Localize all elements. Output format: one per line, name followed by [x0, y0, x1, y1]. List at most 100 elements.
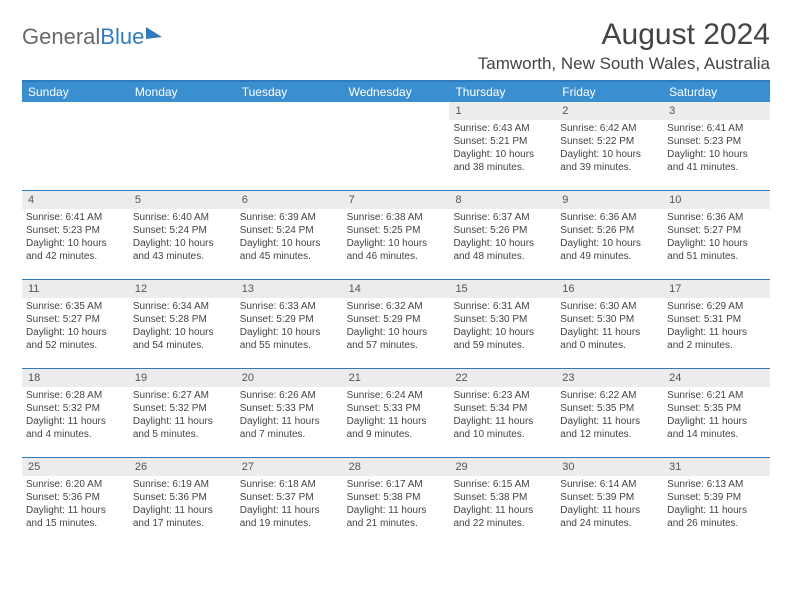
- logo: GeneralBlue: [22, 18, 162, 50]
- dow-monday: Monday: [129, 82, 236, 102]
- day-info: Sunrise: 6:39 AMSunset: 5:24 PMDaylight:…: [236, 211, 343, 267]
- week-row: 18Sunrise: 6:28 AMSunset: 5:32 PMDayligh…: [22, 368, 770, 457]
- info-daylight1: Daylight: 10 hours: [453, 237, 552, 250]
- day-info: Sunrise: 6:21 AMSunset: 5:35 PMDaylight:…: [663, 389, 770, 445]
- day-info: Sunrise: 6:43 AMSunset: 5:21 PMDaylight:…: [449, 122, 556, 178]
- info-sunset: Sunset: 5:24 PM: [240, 224, 339, 237]
- day-info: Sunrise: 6:42 AMSunset: 5:22 PMDaylight:…: [556, 122, 663, 178]
- day-info: Sunrise: 6:27 AMSunset: 5:32 PMDaylight:…: [129, 389, 236, 445]
- day-cell: 16Sunrise: 6:30 AMSunset: 5:30 PMDayligh…: [556, 280, 663, 368]
- day-info: Sunrise: 6:36 AMSunset: 5:27 PMDaylight:…: [663, 211, 770, 267]
- day-info: Sunrise: 6:37 AMSunset: 5:26 PMDaylight:…: [449, 211, 556, 267]
- day-info: Sunrise: 6:35 AMSunset: 5:27 PMDaylight:…: [22, 300, 129, 356]
- dow-saturday: Saturday: [663, 82, 770, 102]
- day-cell: 28Sunrise: 6:17 AMSunset: 5:38 PMDayligh…: [343, 458, 450, 546]
- info-sunrise: Sunrise: 6:43 AM: [453, 122, 552, 135]
- info-sunrise: Sunrise: 6:38 AM: [347, 211, 446, 224]
- info-daylight1: Daylight: 11 hours: [667, 504, 766, 517]
- day-number: 12: [129, 280, 236, 298]
- info-sunset: Sunset: 5:39 PM: [667, 491, 766, 504]
- info-daylight1: Daylight: 11 hours: [560, 326, 659, 339]
- day-cell: 23Sunrise: 6:22 AMSunset: 5:35 PMDayligh…: [556, 369, 663, 457]
- info-daylight2: and 10 minutes.: [453, 428, 552, 441]
- day-cell: 20Sunrise: 6:26 AMSunset: 5:33 PMDayligh…: [236, 369, 343, 457]
- info-daylight2: and 12 minutes.: [560, 428, 659, 441]
- info-sunrise: Sunrise: 6:33 AM: [240, 300, 339, 313]
- info-daylight2: and 21 minutes.: [347, 517, 446, 530]
- day-info: Sunrise: 6:30 AMSunset: 5:30 PMDaylight:…: [556, 300, 663, 356]
- day-info: Sunrise: 6:15 AMSunset: 5:38 PMDaylight:…: [449, 478, 556, 534]
- day-cell: 0: [22, 102, 129, 190]
- day-cell: 14Sunrise: 6:32 AMSunset: 5:29 PMDayligh…: [343, 280, 450, 368]
- day-cell: 21 Sunrise: 6:24 AMSunset: 5:33 PMDayligh…: [343, 369, 450, 457]
- day-info: Sunrise: 6:23 AMSunset: 5:34 PMDaylight:…: [449, 389, 556, 445]
- info-sunset: Sunset: 5:39 PM: [560, 491, 659, 504]
- info-sunrise: Sunrise: 6:36 AM: [667, 211, 766, 224]
- info-sunset: Sunset: 5:21 PM: [453, 135, 552, 148]
- info-daylight2: and 17 minutes.: [133, 517, 232, 530]
- info-daylight2: and 45 minutes.: [240, 250, 339, 263]
- day-info: Sunrise: 6:28 AMSunset: 5:32 PMDaylight:…: [22, 389, 129, 445]
- info-sunrise: Sunrise: 6:35 AM: [26, 300, 125, 313]
- week-row: 00001Sunrise: 6:43 AMSunset: 5:21 PMDayl…: [22, 102, 770, 190]
- info-sunrise: Sunrise: 6:30 AM: [560, 300, 659, 313]
- weeks-container: 00001Sunrise: 6:43 AMSunset: 5:21 PMDayl…: [22, 102, 770, 546]
- info-daylight1: Daylight: 11 hours: [240, 504, 339, 517]
- info-sunrise: Sunrise: 6:19 AM: [133, 478, 232, 491]
- info-sunset: Sunset: 5:26 PM: [453, 224, 552, 237]
- day-number: 14: [343, 280, 450, 298]
- day-number: 7: [343, 191, 450, 209]
- day-number: 21: [343, 369, 450, 387]
- info-daylight2: and 52 minutes.: [26, 339, 125, 352]
- info-sunset: Sunset: 5:38 PM: [453, 491, 552, 504]
- dow-sunday: Sunday: [22, 82, 129, 102]
- info-sunset: Sunset: 5:35 PM: [560, 402, 659, 415]
- day-number: 25: [22, 458, 129, 476]
- day-number: 10: [663, 191, 770, 209]
- day-cell: 11 Sunrise: 6:35 AMSunset: 5:27 PMDayligh…: [22, 280, 129, 368]
- info-sunset: Sunset: 5:28 PM: [133, 313, 232, 326]
- info-daylight1: Daylight: 11 hours: [667, 326, 766, 339]
- info-sunrise: Sunrise: 6:21 AM: [667, 389, 766, 402]
- info-sunrise: Sunrise: 6:26 AM: [240, 389, 339, 402]
- info-daylight1: Daylight: 10 hours: [133, 237, 232, 250]
- info-daylight1: Daylight: 11 hours: [453, 415, 552, 428]
- info-sunset: Sunset: 5:22 PM: [560, 135, 659, 148]
- day-number: 24: [663, 369, 770, 387]
- day-number: 11: [22, 280, 129, 298]
- day-cell: 3Sunrise: 6:41 AMSunset: 5:23 PMDaylight…: [663, 102, 770, 190]
- day-info: Sunrise: 6:24 AMSunset: 5:33 PMDaylight:…: [343, 389, 450, 445]
- info-sunset: Sunset: 5:36 PM: [26, 491, 125, 504]
- day-cell: 27Sunrise: 6:18 AMSunset: 5:37 PMDayligh…: [236, 458, 343, 546]
- info-sunrise: Sunrise: 6:36 AM: [560, 211, 659, 224]
- week-row: 25Sunrise: 6:20 AMSunset: 5:36 PMDayligh…: [22, 457, 770, 546]
- title-block: August 2024 Tamworth, New South Wales, A…: [478, 18, 770, 74]
- info-daylight2: and 43 minutes.: [133, 250, 232, 263]
- info-daylight2: and 2 minutes.: [667, 339, 766, 352]
- day-number: 20: [236, 369, 343, 387]
- day-cell: 8Sunrise: 6:37 AMSunset: 5:26 PMDaylight…: [449, 191, 556, 279]
- logo-mark-icon: [146, 27, 162, 39]
- info-sunrise: Sunrise: 6:41 AM: [26, 211, 125, 224]
- info-sunrise: Sunrise: 6:17 AM: [347, 478, 446, 491]
- info-sunset: Sunset: 5:26 PM: [560, 224, 659, 237]
- info-sunrise: Sunrise: 6:41 AM: [667, 122, 766, 135]
- day-cell: 9Sunrise: 6:36 AMSunset: 5:26 PMDaylight…: [556, 191, 663, 279]
- info-daylight1: Daylight: 10 hours: [347, 326, 446, 339]
- day-number: 31: [663, 458, 770, 476]
- info-daylight1: Daylight: 10 hours: [347, 237, 446, 250]
- info-sunset: Sunset: 5:30 PM: [560, 313, 659, 326]
- info-daylight2: and 26 minutes.: [667, 517, 766, 530]
- day-cell: 19Sunrise: 6:27 AMSunset: 5:32 PMDayligh…: [129, 369, 236, 457]
- week-row: 4Sunrise: 6:41 AMSunset: 5:23 PMDaylight…: [22, 190, 770, 279]
- month-title: August 2024: [478, 18, 770, 52]
- day-info: Sunrise: 6:18 AMSunset: 5:37 PMDaylight:…: [236, 478, 343, 534]
- info-sunset: Sunset: 5:36 PM: [133, 491, 232, 504]
- info-sunset: Sunset: 5:33 PM: [240, 402, 339, 415]
- info-daylight1: Daylight: 10 hours: [667, 148, 766, 161]
- info-sunset: Sunset: 5:32 PM: [133, 402, 232, 415]
- day-info: Sunrise: 6:17 AMSunset: 5:38 PMDaylight:…: [343, 478, 450, 534]
- info-sunset: Sunset: 5:27 PM: [26, 313, 125, 326]
- info-daylight1: Daylight: 11 hours: [26, 415, 125, 428]
- day-number: 30: [556, 458, 663, 476]
